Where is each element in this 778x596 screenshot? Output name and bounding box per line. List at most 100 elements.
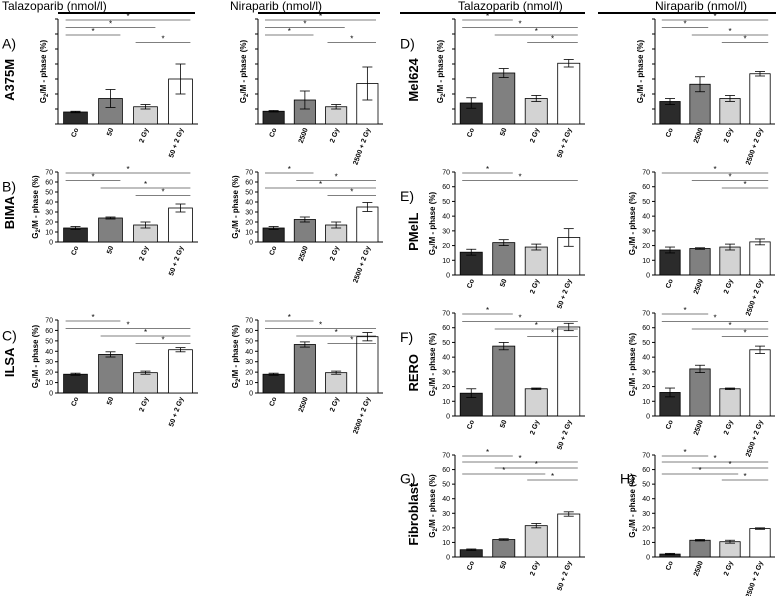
significance-star: * <box>713 165 716 174</box>
y-tick-label: 50 <box>442 340 450 347</box>
bar <box>356 336 379 394</box>
bar <box>719 98 741 125</box>
x-tick-label: 2 Gy <box>529 560 541 577</box>
y-tick-label: 40 <box>245 349 253 356</box>
y-axis-label: G2/M - phase (%) <box>636 39 647 103</box>
y-tick-label: 0 <box>646 555 650 562</box>
x-tick-label: 50 + 2 Gy <box>556 278 573 310</box>
significance-star: * <box>743 329 746 338</box>
x-tick-label: Co <box>665 278 675 289</box>
bar <box>262 227 285 243</box>
y-tick-label: 20 <box>442 384 450 391</box>
y-axis-label: G2/M - phase (%) <box>628 474 639 538</box>
significance-star: * <box>319 12 322 21</box>
x-tick-label: 50 <box>106 245 115 255</box>
significance-star: * <box>303 20 306 29</box>
significance-star: * <box>713 454 716 463</box>
y-tick-label: 70 <box>642 453 650 460</box>
x-tick-label: Co <box>269 127 279 138</box>
cell-line-label: Fibroblast <box>406 482 421 546</box>
y-tick-label: 30 <box>642 511 650 518</box>
y-tick-label: 10 <box>245 380 253 387</box>
x-tick-label: Co <box>665 560 675 571</box>
bar <box>492 345 516 417</box>
x-tick-label: Co <box>466 127 476 138</box>
y-tick-label: 50 <box>245 338 253 345</box>
significance-star: * <box>713 12 716 21</box>
bar <box>719 388 741 417</box>
y-tick-label: 60 <box>245 328 253 335</box>
y-tick-label: 40 <box>45 200 53 207</box>
y-tick-label: 10 <box>642 399 650 406</box>
bar <box>557 513 581 558</box>
significance-star: * <box>335 173 338 182</box>
y-tick-label: 70 <box>245 170 253 177</box>
bar <box>719 541 741 558</box>
cell-line-label: A375M <box>2 59 17 101</box>
y-axis-label: G2/M - phase (%) <box>436 39 447 103</box>
y-tick-label: 50 <box>442 482 450 489</box>
y-tick-label: 70 <box>442 453 450 460</box>
significance-star: * <box>535 27 538 36</box>
y-tick-label: 60 <box>442 184 450 191</box>
y-tick-label: 30 <box>442 511 450 518</box>
significance-star: * <box>518 454 521 463</box>
y-tick-label: 60 <box>45 328 53 335</box>
x-tick-label: 50 <box>106 127 115 137</box>
y-axis-label: G2/M - phase (%) <box>428 191 439 255</box>
significance-star: * <box>518 314 521 323</box>
significance-star: * <box>486 12 489 21</box>
y-tick-label: 0 <box>446 414 450 421</box>
y-tick-label: 30 <box>245 210 253 217</box>
x-tick-label: 2 Gy <box>723 127 735 144</box>
y-tick-label: 30 <box>642 228 650 235</box>
y-axis-label: G2/M - phase (%) <box>628 191 639 255</box>
bar <box>168 207 193 243</box>
x-tick-label: Co <box>269 396 279 407</box>
x-tick-label: 50 + 2 Gy <box>556 419 573 451</box>
chart-panel: G2/M - phase (%) Co 2500 2 Gy 2500 + 2 Gy * * *… <box>636 12 775 166</box>
significance-star: * <box>350 188 353 197</box>
panel-label: C) <box>2 327 17 343</box>
y-tick-label: 30 <box>45 359 53 366</box>
bar <box>63 227 88 243</box>
y-tick-label: 50 <box>642 340 650 347</box>
bar <box>659 249 681 276</box>
y-axis-label: G2/M - phase (%) <box>628 332 639 396</box>
x-tick-label: Co <box>466 560 476 571</box>
bar <box>98 217 123 243</box>
x-tick-label: 2 Gy <box>529 419 541 436</box>
y-tick-label: 30 <box>642 369 650 376</box>
bar <box>749 73 771 125</box>
significance-star: * <box>698 466 701 475</box>
x-tick-label: 2500 <box>693 419 705 436</box>
significance-star: * <box>551 472 554 481</box>
y-tick-label: 10 <box>642 540 650 547</box>
y-axis-label: G2/M - phase (%) <box>31 324 42 388</box>
x-tick-label: 50 <box>499 127 508 137</box>
y-tick-label: 70 <box>45 170 53 177</box>
y-tick-label: 20 <box>442 243 450 250</box>
bar <box>749 528 771 558</box>
y-tick-label: 70 <box>442 311 450 318</box>
significance-star: * <box>551 329 554 338</box>
significance-star: * <box>161 336 164 345</box>
significance-star: * <box>288 27 291 36</box>
cell-line-label: RERO <box>406 354 421 392</box>
x-tick-label: 50 + 2 Gy <box>556 560 573 592</box>
significance-star: * <box>728 27 731 36</box>
significance-star: * <box>288 313 291 322</box>
x-tick-label: 2 Gy <box>139 127 151 144</box>
y-tick-label: 0 <box>49 240 53 247</box>
y-tick-label: 50 <box>45 338 53 345</box>
y-tick-label: 20 <box>642 243 650 250</box>
y-tick-label: 40 <box>642 214 650 221</box>
y-tick-label: 40 <box>245 200 253 207</box>
y-tick-label: 70 <box>45 318 53 325</box>
x-tick-label: Co <box>466 419 476 430</box>
cell-line-label: ILSA <box>2 347 17 377</box>
